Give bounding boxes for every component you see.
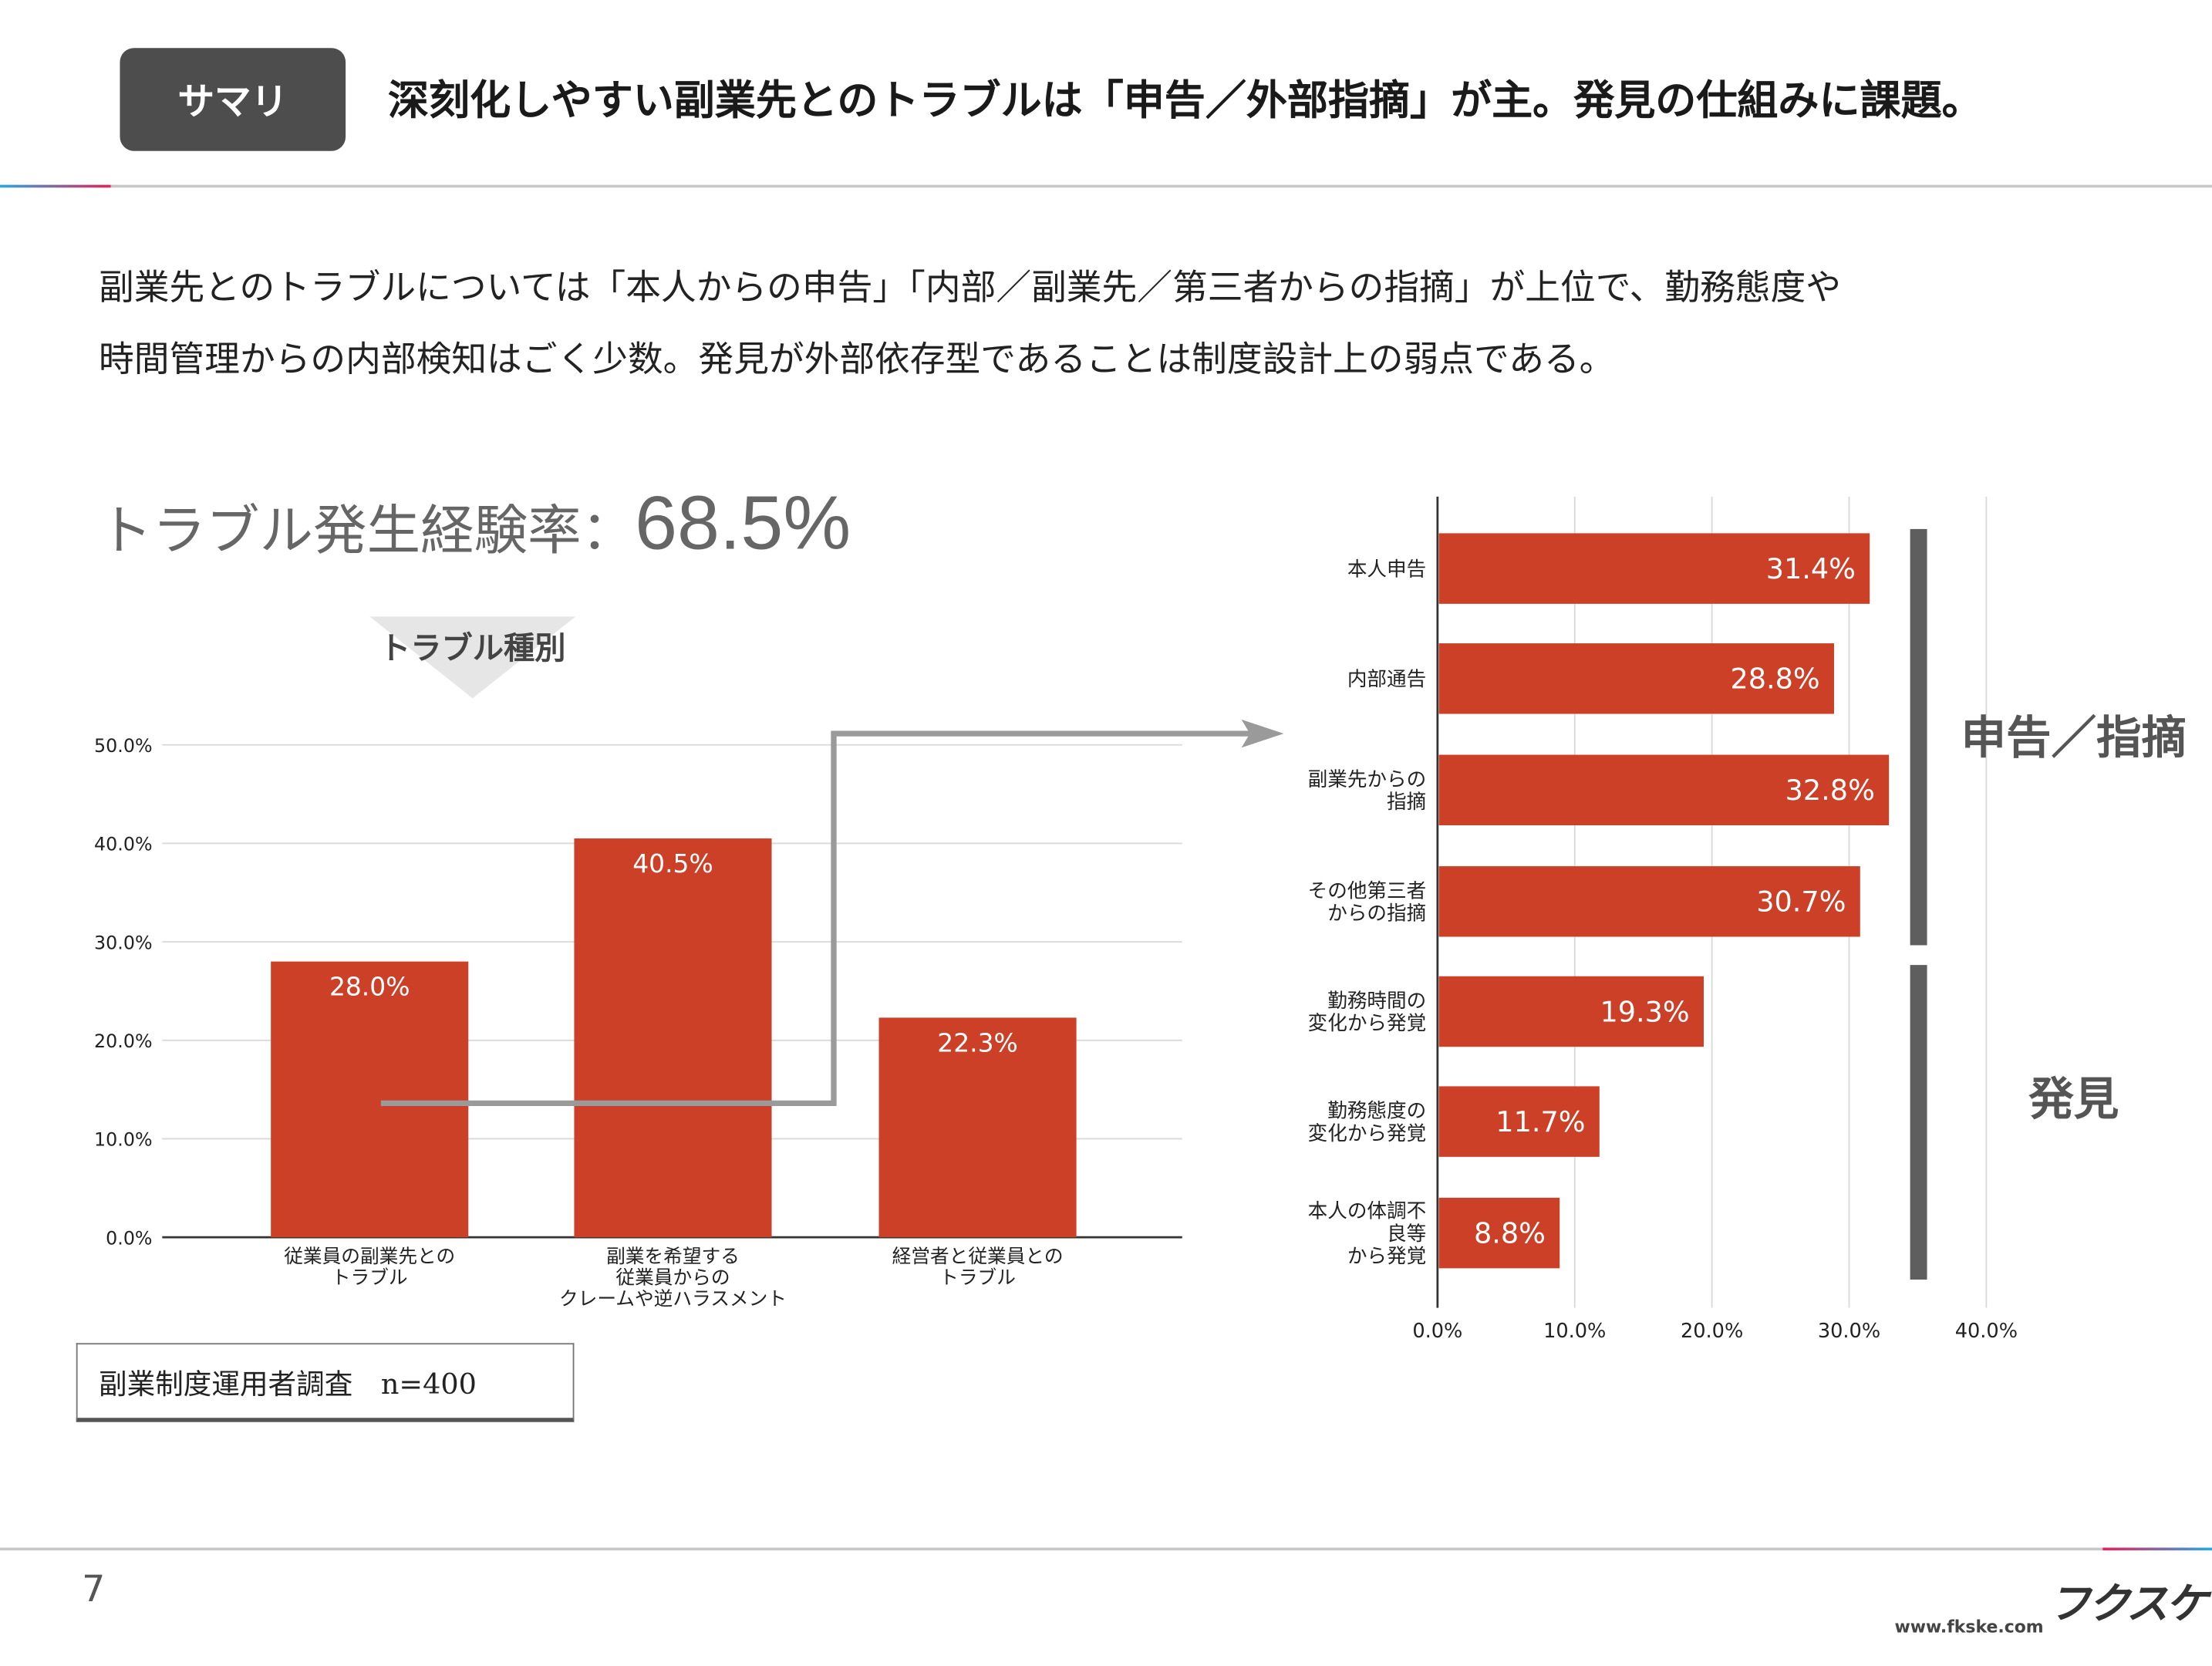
company-logo: フクスケ [2048, 1580, 2208, 1630]
y-category-label: 本人の体調不 [1308, 1200, 1427, 1223]
x-category-label: 従業員からの [615, 1266, 730, 1288]
y-category-label: 勤務時間の [1327, 990, 1426, 1013]
bar-value-label: 28.0% [329, 972, 410, 1002]
summary-line-2: 時間管理からの内部検知はごく少数。発見が外部依存型であることは制度設計上の弱点で… [99, 338, 1615, 380]
x-category-label: 副業を希望する [606, 1245, 740, 1267]
bar-value-label: 31.4% [1766, 552, 1856, 585]
y-category-label: 副業先からの [1308, 768, 1427, 791]
x-category-label: トラブル [939, 1266, 1016, 1288]
group-label: 申告／指摘 [1961, 712, 2187, 764]
group-bracket [1910, 965, 1927, 1280]
y-category-label: 本人申告 [1347, 558, 1426, 581]
y-category-label: 変化から発覚 [1308, 1012, 1427, 1035]
y-category-label: その他第三者 [1308, 879, 1427, 902]
x-category-label: 経営者と従業員との [892, 1245, 1064, 1267]
bar [1438, 1197, 1560, 1269]
bar [878, 1017, 1077, 1238]
bar [1438, 643, 1834, 714]
headline-label: トラブル発生経験率： [99, 499, 636, 562]
bar-value-label: 19.3% [1600, 995, 1689, 1028]
bar-value-label: 11.7% [1495, 1105, 1585, 1138]
y-category-label: 良等 [1387, 1223, 1426, 1246]
headline-rate: トラブル発生経験率：68.5% [99, 480, 851, 567]
footer-divider [0, 1547, 2212, 1551]
y-category-label: 勤務態度の [1327, 1100, 1426, 1123]
title-triangle [369, 616, 576, 699]
bar [1438, 1086, 1600, 1157]
group-label: 発見 [2028, 1073, 2119, 1125]
source-note: 副業制度運用者調査 n=400 [76, 1343, 575, 1422]
x-tick-label: 10.0% [1543, 1320, 1606, 1343]
page-number: 7 [82, 1568, 106, 1611]
x-category-label: クレームや逆ハラスメント [559, 1287, 787, 1310]
y-tick-label: 40.0% [94, 834, 153, 855]
y-tick-label: 0.0% [106, 1227, 152, 1249]
y-tick-label: 30.0% [94, 932, 153, 953]
y-category-label: から発覚 [1347, 1245, 1426, 1268]
x-category-label: トラブル [332, 1266, 408, 1288]
page-title: 深刻化しやすい副業先とのトラブルは「申告／外部指摘」が主。発見の仕組みに課題。 [388, 76, 1983, 124]
bar [1438, 533, 1870, 604]
y-tick-label: 20.0% [94, 1030, 153, 1052]
bar-value-label: 40.5% [632, 848, 713, 879]
x-tick-label: 40.0% [1955, 1320, 2018, 1343]
group-bracket [1910, 528, 1927, 946]
bar [574, 838, 772, 1238]
bar-value-label: 30.7% [1756, 885, 1846, 919]
bar-value-label: 8.8% [1474, 1216, 1546, 1250]
y-tick-label: 10.0% [94, 1129, 153, 1151]
headline-value: 68.5% [635, 481, 851, 566]
bar-value-label: 22.3% [937, 1027, 1018, 1057]
bar [271, 961, 469, 1238]
bar [1438, 754, 1890, 826]
bar [1438, 866, 1860, 937]
y-category-label: 変化から発覚 [1308, 1122, 1427, 1145]
summary-text: 副業先とのトラブルについては「本人からの申告」「内部／副業先／第三者からの指摘」… [99, 251, 1841, 396]
y-tick-label: 50.0% [94, 735, 153, 757]
footer-url[interactable]: www.fkske.com [1894, 1617, 2044, 1637]
connector-arrow [380, 730, 1263, 1107]
header-divider [0, 184, 2212, 188]
x-tick-label: 30.0% [1818, 1320, 1880, 1343]
left-chart-title: トラブル種別 [379, 631, 565, 666]
bar-value-label: 32.8% [1785, 774, 1875, 807]
summary-line-1: 副業先とのトラブルについては「本人からの申告」「内部／副業先／第三者からの指摘」… [99, 266, 1842, 308]
bar-value-label: 28.8% [1730, 663, 1819, 696]
x-category-label: 従業員の副業先との [284, 1245, 455, 1267]
arrow-head-icon [1241, 719, 1284, 748]
x-tick-label: 0.0% [1412, 1320, 1462, 1343]
y-category-label: 内部通告 [1347, 668, 1426, 691]
y-category-label: 指摘 [1387, 791, 1426, 814]
y-category-label: からの指摘 [1327, 902, 1426, 926]
summary-badge: サマリ [120, 48, 346, 151]
bar [1438, 976, 1704, 1047]
x-tick-label: 20.0% [1681, 1320, 1743, 1343]
